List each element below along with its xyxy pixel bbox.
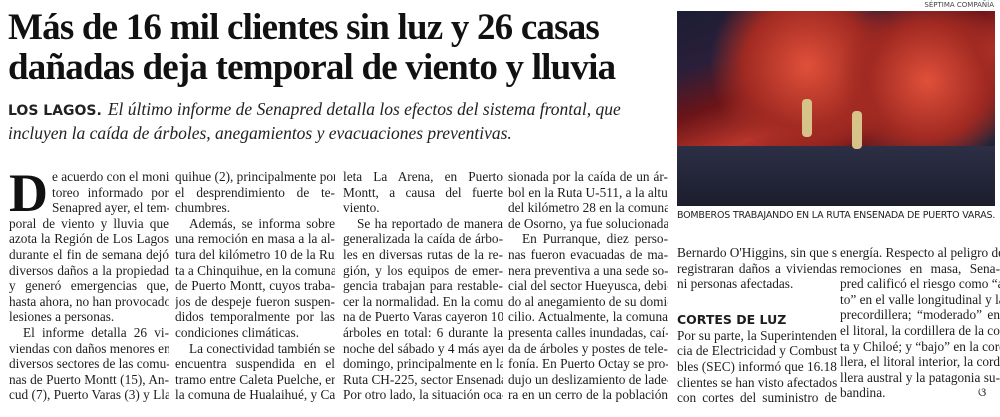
text-column-3: leta La Arena, en Puerto Montt, a causa d… (343, 169, 503, 403)
text-line: les en diversas rutas de la re- (343, 246, 503, 262)
text-line: precordillera; “moderado” en (840, 307, 1000, 323)
text-line: llera austral y la patagonia su- (840, 369, 1000, 385)
text-line: Senapred ayer, el tem- (52, 200, 169, 216)
text-line: ta y Chiloé; y “bajo” en la cordi- (840, 338, 1000, 354)
text-line: En Purranque, diez perso- (522, 231, 668, 247)
section-subhead: CORTES DE LUZ (677, 311, 787, 327)
text-line: tura del kilómetro 10 de la Ru- (175, 246, 335, 262)
text-line: diversos daños a la propiedad (9, 262, 169, 278)
text-line: nas fueron evacuadas de ma- (508, 246, 668, 262)
text-line: to” en el valle longitudinal y la (840, 291, 1000, 307)
text-line: remociones en masa, Sena- (840, 260, 1000, 276)
text-line: cilio. Actualmente, la comuna (508, 309, 668, 325)
text-line: energía. Respecto al peligro de (840, 245, 1000, 260)
text-line: la comuna de Hualaihué, y Ca- (175, 387, 335, 403)
text-line: durante el fin de semana dejó (9, 246, 169, 262)
text-line: llera, el litoral interior, la cordi- (840, 354, 1000, 370)
text-line: cud (7), Puerto Varas (3) y Llan- (9, 387, 169, 403)
text-line: árboles en total: 6 durante la (343, 324, 503, 340)
text-line: bol en la Ruta U-511, a la altura (508, 184, 668, 200)
text-line: na de Puerto Varas cayeron 10 (343, 309, 503, 325)
text-line: una remoción en masa a la al- (175, 231, 335, 247)
text-line: toreo informado por (52, 184, 169, 200)
text-line: ta a Chinquihue, en la comuna (175, 262, 335, 278)
text-line: jos de despeje fueron suspen- (175, 293, 335, 309)
end-mark: ଓ (978, 385, 987, 399)
lead-paragraph: LOS LAGOS. El último informe de Senapred … (8, 98, 668, 144)
text-line: presenta calles inundadas, caí- (508, 324, 668, 340)
text-line: Ruta CH-225, sector Ensenada. (343, 371, 503, 387)
text-line: chumbres. (175, 200, 231, 216)
text-line: leta La Arena, en Puerto (343, 169, 503, 184)
text-line: Montt, a causa del fuerte (343, 184, 503, 200)
text-line: do al anegamiento de su domi- (508, 293, 668, 309)
text-line: noche del sábado y 4 más ayer (343, 340, 503, 356)
text-line: poral de viento y lluvia que (9, 215, 169, 231)
text-line: y generó emergencias que, (9, 278, 169, 294)
text-column-4: sionada por la caída de un ár-bol en la … (508, 169, 668, 403)
text-line: diversos sectores de las comu- (9, 356, 169, 372)
text-line: el desprendimiento de te- (175, 184, 335, 200)
headline: Más de 16 mil clientes sin luz y 26 casa… (8, 7, 616, 88)
text-line: nas de Puerto Montt (15), An- (9, 371, 169, 387)
text-line: el litoral, la cordillera de la cos- (840, 322, 1000, 338)
text-line: e acuerdo con el moni- (52, 169, 169, 184)
news-photo (677, 11, 995, 206)
text-line: del kilómetro 28 en la comuna (508, 200, 668, 216)
text-line: ra en un cerro de la población (508, 387, 668, 403)
text-line: fonía. En Puerto Octay se pro- (508, 356, 668, 372)
text-line: Por otro lado, la situación oca- (343, 387, 503, 403)
text-line: generalizada la caída de árbo- (343, 231, 503, 247)
text-line: da de árboles y postes de tele- (508, 340, 668, 356)
text-line: Bernardo O'Higgins, sin que se (677, 245, 837, 260)
photo-caption: BOMBEROS TRABAJANDO EN LA RUTA ENSENADA … (677, 210, 996, 221)
text-line: lesiones a personas. (9, 309, 115, 325)
kicker: LOS LAGOS. (8, 103, 102, 119)
text-line: Por su parte, la Superintenden- (677, 327, 837, 343)
lead-text: El último informe de Senapred detalla lo… (8, 99, 621, 143)
text-line: condiciones climáticas. (175, 324, 300, 340)
text-line: clientes se han visto afectados (677, 374, 837, 390)
text-line: bles (SEC) informó que 16.180 (677, 358, 837, 374)
firefighter-figure (802, 99, 812, 137)
photo-credit: SÉPTIMA COMPAÑÍA (924, 1, 994, 9)
text-line: tramo entre Caleta Puelche, en (175, 371, 335, 387)
drop-cap: D (9, 163, 48, 223)
text-column-5: Bernardo O'Higgins, sin que se registrara… (677, 245, 837, 406)
text-line: cia de Electricidad y Combusti- (677, 343, 837, 359)
text-line: gión, y los equipos de emer- (343, 262, 503, 278)
text-line: sionada por la caída de un ár- (508, 169, 668, 184)
text-column-6: energía. Respecto al peligro de remocione… (840, 245, 1000, 401)
text-line: de Puerto Montt, cuyos traba- (175, 278, 335, 294)
text-line: didos temporalmente por las (175, 309, 335, 325)
text-line: El informe detalla 26 vi- (23, 324, 169, 340)
text-line: quihue (2), principalmente por (175, 169, 335, 184)
text-line: Se ha reportado de manera (357, 215, 503, 231)
text-line: cer la normalidad. En la comu- (343, 293, 503, 309)
text-line: gencia trabajan para restable- (343, 278, 503, 294)
text-column-2: quihue (2), principalmente por el despren… (175, 169, 335, 403)
text-line: azota la Región de Los Lagos (9, 231, 169, 247)
text-line: domingo, principalmente en la (343, 356, 503, 372)
text-line: viendas con daños menores en (9, 340, 169, 356)
text-line: con cortes del suministro de (677, 390, 837, 406)
text-line: hasta ahora, no han provocado (9, 293, 169, 309)
text-line: viento. (343, 200, 380, 216)
text-line: de Osorno, ya fue solucionada. (508, 215, 668, 231)
text-line: nera preventiva a una sede so- (508, 262, 668, 278)
text-line: pred calificó el riesgo como “al- (840, 276, 1000, 292)
text-line: cial del sector Hueyusca, debi- (508, 278, 668, 294)
firefighter-figure (852, 111, 862, 149)
text-line: La conectividad también se (189, 340, 335, 356)
text-line: bandina. (840, 385, 886, 401)
text-line: encuentra suspendida en el (175, 356, 335, 372)
text-line: ni personas afectadas. (677, 276, 794, 292)
text-line: dujo un deslizamiento de lade- (508, 371, 668, 387)
text-line: registraran daños a viviendas (677, 260, 837, 276)
text-line: Además, se informa sobre (189, 215, 335, 231)
